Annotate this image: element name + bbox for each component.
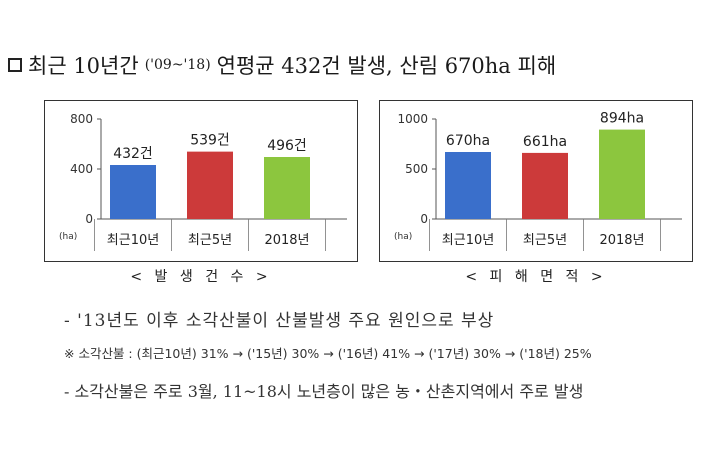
data-label: 539건 xyxy=(190,133,230,149)
note-line-3: - 소각산불은 주로 3월, 11~18시 노년층이 많은 농・산촌지역에서 주… xyxy=(64,382,584,401)
y-tick-label: 800 xyxy=(70,112,93,126)
bar xyxy=(110,165,156,219)
bar xyxy=(599,129,645,219)
category-label: 최근10년 xyxy=(107,233,159,248)
category-label: 최근5년 xyxy=(523,233,567,248)
y-tick-label: 500 xyxy=(405,162,428,176)
data-label: 661ha xyxy=(523,134,567,150)
note-line-1: - '13년도 이후 소각산불이 산불발생 주요 원인으로 부상 xyxy=(64,311,495,331)
unit-label: (ha) xyxy=(394,232,412,242)
headline-prefix: 최근 10년간 xyxy=(28,54,139,78)
unit-label: (ha) xyxy=(59,232,77,242)
data-label: 496건 xyxy=(267,138,307,154)
bar xyxy=(264,157,310,219)
bar xyxy=(522,152,568,219)
category-label: 최근10년 xyxy=(442,233,494,248)
y-tick-label: 0 xyxy=(420,212,428,226)
page-headline: 최근 10년간 ('09~'18) 연평균 432건 발생, 산림 670ha … xyxy=(8,50,556,80)
data-label: 894ha xyxy=(600,111,644,127)
y-tick-label: 400 xyxy=(70,162,93,176)
bar xyxy=(445,152,491,219)
chart-damage-area: 0 500 1000 (ha) 670ha 최근10년 661ha 최근5년 894ha 2018… xyxy=(379,100,693,262)
y-tick-label: 1000 xyxy=(397,112,428,126)
headline-suffix: 연평균 432건 발생, 산림 670ha 피해 xyxy=(216,54,557,78)
category-label: 2018년 xyxy=(599,233,644,248)
y-tick-label: 0 xyxy=(85,212,93,226)
checkbox-icon xyxy=(8,58,22,72)
chart-damage-area-caption: < 피 해 면 적 > xyxy=(465,269,607,285)
chart-damage-area-svg: 0 500 1000 (ha) 670ha 최근10년 661ha 최근5년 894ha 2018… xyxy=(394,111,682,251)
chart-occurrences-caption: < 발 생 건 수 > xyxy=(130,269,272,285)
data-label: 670ha xyxy=(446,133,490,149)
category-label: 2018년 xyxy=(264,233,309,248)
data-label: 432건 xyxy=(113,146,153,162)
headline-period: ('09~'18) xyxy=(144,57,211,73)
category-label: 최근5년 xyxy=(188,233,232,248)
bar xyxy=(187,151,233,219)
note-line-2: ※ 소각산불 : (최근10년) 31% → ('15년) 30% → ('16… xyxy=(64,346,592,361)
